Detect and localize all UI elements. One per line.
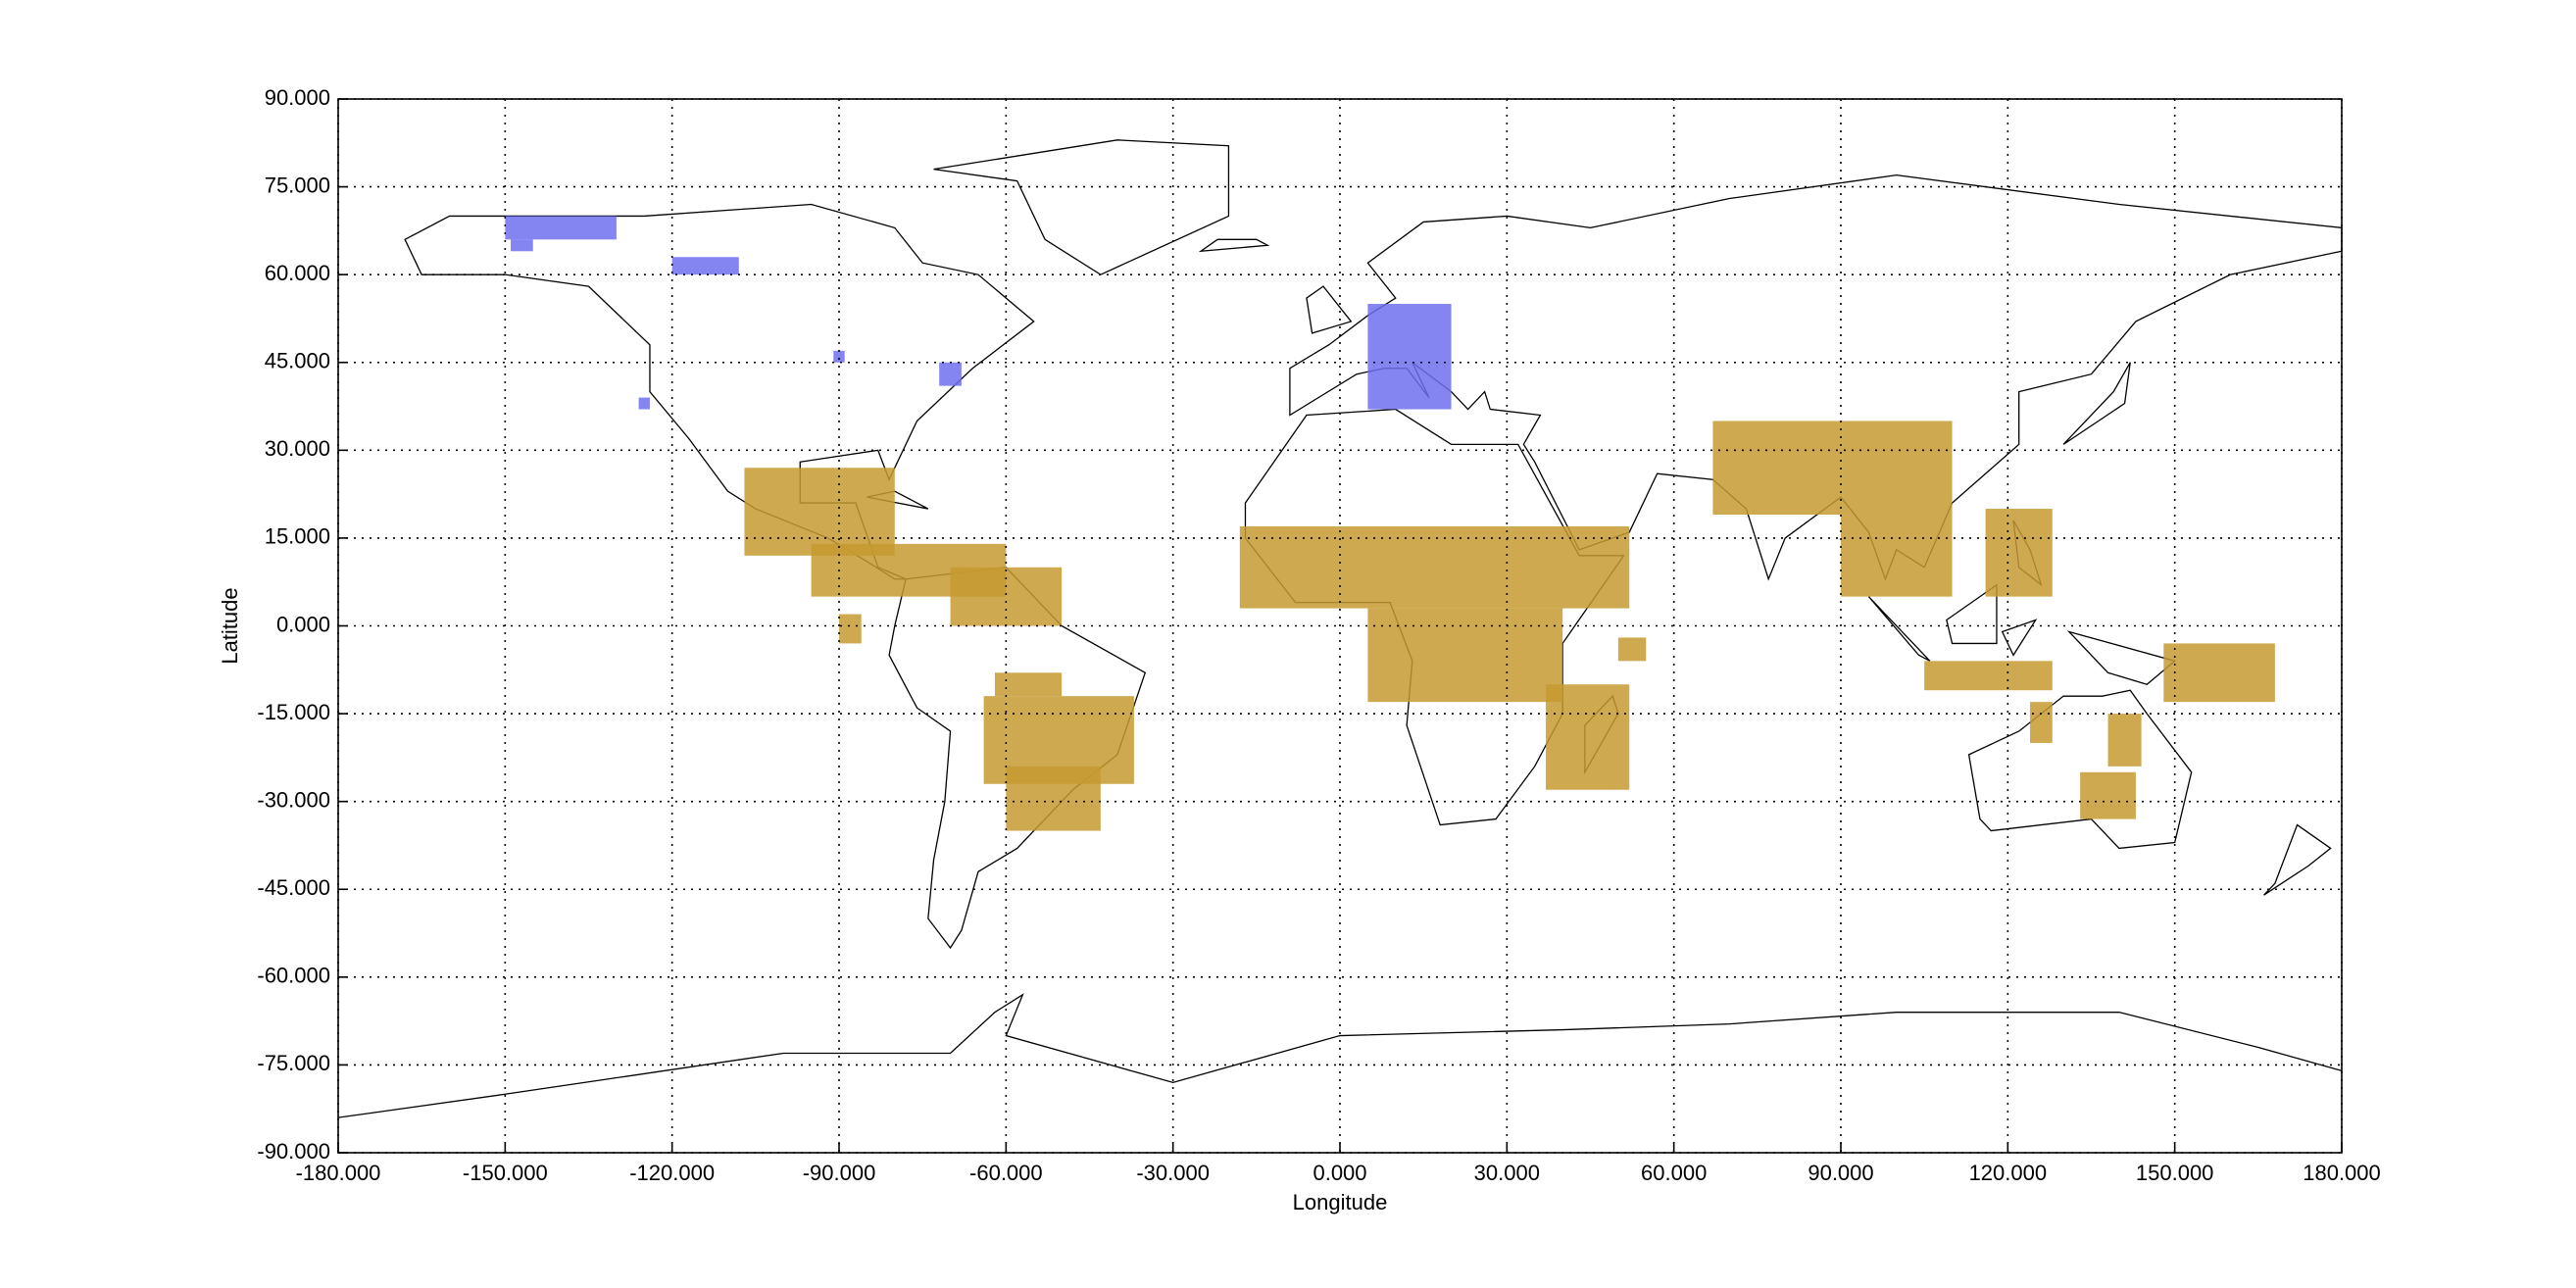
region [1546, 684, 1630, 790]
region [994, 672, 1063, 697]
region [1712, 421, 1953, 516]
y-tick-label: 75.000 [265, 173, 330, 197]
region [2163, 643, 2275, 703]
y-tick-label: -75.000 [257, 1051, 330, 1075]
coastlines [338, 140, 2342, 1117]
region [1924, 661, 2053, 691]
region [744, 468, 895, 556]
region [833, 350, 845, 363]
y-tick-label: 90.000 [265, 85, 330, 110]
region [839, 614, 862, 644]
region [2030, 702, 2053, 743]
x-tick-label: 0.000 [1313, 1161, 1366, 1185]
x-tick-label: -150.000 [463, 1161, 548, 1185]
greenland [934, 140, 1229, 274]
region [1239, 525, 1630, 609]
y-tick-label: -90.000 [257, 1139, 330, 1164]
region [1617, 637, 1647, 662]
region [1006, 766, 1101, 831]
region [671, 257, 739, 275]
region [638, 397, 650, 410]
region [511, 239, 533, 252]
region [505, 216, 617, 240]
x-tick-label: -180.000 [296, 1161, 381, 1185]
region [1841, 515, 1953, 597]
region [2080, 771, 2136, 819]
australia [1969, 690, 2192, 848]
x-tick-label: -30.000 [1136, 1161, 1210, 1185]
y-tick-label: -45.000 [257, 875, 330, 900]
antarctica [338, 995, 2342, 1117]
y-tick-label: 60.000 [265, 261, 330, 285]
x-tick-label: -120.000 [629, 1161, 715, 1185]
x-tick-label: 60.000 [1641, 1161, 1707, 1185]
x-tick-label: 90.000 [1808, 1161, 1873, 1185]
region [2107, 714, 2142, 767]
x-tick-label: 120.000 [1969, 1161, 2048, 1185]
region [1367, 608, 1563, 703]
x-tick-label: 150.000 [2136, 1161, 2214, 1185]
region [1985, 509, 2053, 597]
y-axis-label: Latitude [218, 587, 242, 664]
region [939, 362, 962, 386]
y-tick-label: 30.000 [265, 436, 330, 461]
x-tick-label: 30.000 [1474, 1161, 1540, 1185]
y-tick-label: 15.000 [265, 524, 330, 549]
x-tick-label: -60.000 [969, 1161, 1043, 1185]
region [1367, 304, 1452, 410]
x-axis-label: Longitude [1293, 1190, 1388, 1214]
x-tick-label: -90.000 [803, 1161, 876, 1185]
y-tick-label: -60.000 [257, 964, 330, 988]
y-tick-label: -30.000 [257, 787, 330, 812]
x-tick-label: 180.000 [2303, 1161, 2381, 1185]
y-tick-label: 45.000 [265, 349, 330, 373]
y-tick-label: 0.000 [276, 612, 330, 636]
y-tick-label: -15.000 [257, 700, 330, 724]
region [950, 567, 1063, 626]
south-america [889, 568, 1145, 948]
